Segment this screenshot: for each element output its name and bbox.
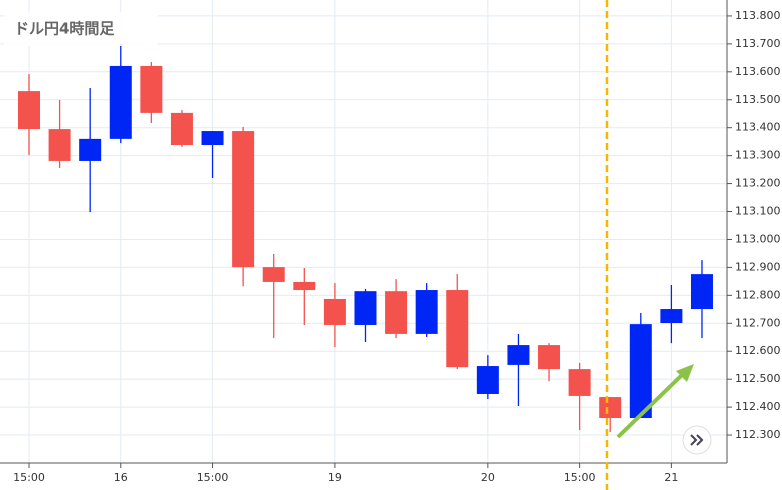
candle-body xyxy=(629,324,652,419)
candle-body xyxy=(385,291,408,334)
x-tick-label: 21 xyxy=(664,471,678,484)
y-tick-label: 112.800 xyxy=(735,288,781,301)
y-tick-label: 112.600 xyxy=(735,344,781,357)
candles xyxy=(18,43,713,432)
x-tick-label: 15:00 xyxy=(564,471,596,484)
candle-body xyxy=(415,290,438,334)
trend-arrow xyxy=(616,371,686,439)
candle-body xyxy=(262,267,285,282)
y-tick-label: 112.400 xyxy=(735,400,781,413)
y-tick-label: 112.700 xyxy=(735,316,781,329)
candle-body xyxy=(109,65,132,139)
candle-body xyxy=(323,298,346,325)
x-tick-label: 15:00 xyxy=(13,471,45,484)
y-tick-label: 112.500 xyxy=(735,372,781,385)
x-tick-label: 19 xyxy=(328,471,342,484)
candle-body xyxy=(568,369,591,396)
y-tick-label: 113.300 xyxy=(735,149,781,162)
candle-body xyxy=(201,131,224,146)
candle-body xyxy=(538,345,561,370)
y-tick-label: 113.800 xyxy=(735,9,781,22)
candle-body xyxy=(476,366,499,394)
x-tick-label: 16 xyxy=(114,471,128,484)
x-tick-label: 20 xyxy=(481,471,495,484)
chart-title: ドル円4時間足 xyxy=(14,20,115,38)
scroll-icon[interactable] xyxy=(690,434,704,446)
y-tick-label: 112.900 xyxy=(735,260,781,273)
candle-body xyxy=(232,131,255,268)
y-tick-label: 113.600 xyxy=(735,65,781,78)
y-tick-label: 113.500 xyxy=(735,93,781,106)
candle-body xyxy=(293,281,316,291)
candle-body xyxy=(690,274,713,310)
y-tick-label: 113.000 xyxy=(735,232,781,245)
y-tick-label: 113.700 xyxy=(735,37,781,50)
trend-arrow-head xyxy=(676,364,694,382)
candle-body xyxy=(660,309,683,324)
candle-body xyxy=(48,129,71,161)
candle-body xyxy=(354,291,377,325)
y-tick-label: 113.400 xyxy=(735,121,781,134)
candle-body xyxy=(446,290,469,368)
candle-body xyxy=(599,397,622,419)
y-tick-label: 113.100 xyxy=(735,205,781,218)
candle-body xyxy=(79,138,102,161)
y-tick-label: 113.200 xyxy=(735,177,781,190)
candle-body xyxy=(507,345,530,365)
candle-body xyxy=(18,91,40,130)
x-tick-label: 15:00 xyxy=(197,471,229,484)
y-tick-label: 112.300 xyxy=(735,428,781,441)
title-box xyxy=(4,12,158,46)
candle-body xyxy=(170,112,193,146)
scroll-button[interactable] xyxy=(682,425,712,455)
candle-body xyxy=(140,65,163,113)
